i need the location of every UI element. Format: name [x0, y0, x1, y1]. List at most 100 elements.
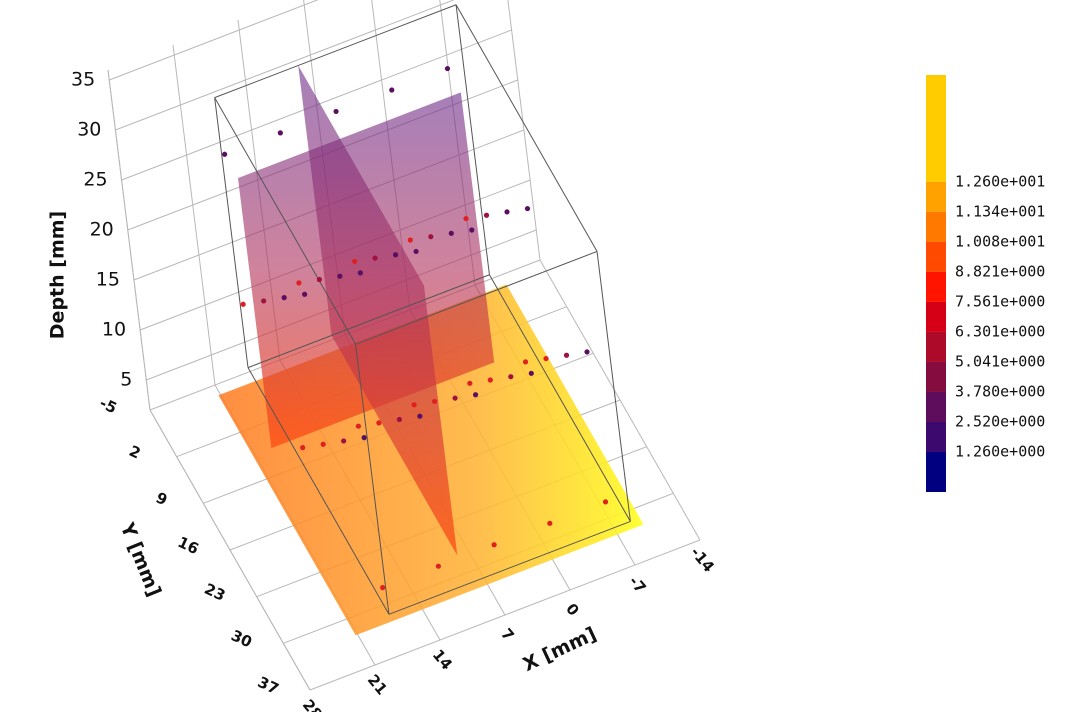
measurement-point: [376, 420, 382, 426]
grid-line: [507, 0, 541, 261]
measurement-point: [508, 374, 514, 380]
z-tick-label: 15: [96, 269, 120, 291]
bounding-box-edge: [214, 97, 249, 368]
color-band: [926, 301, 946, 332]
z-tick-label: 30: [77, 119, 101, 141]
z-tick-label: 35: [71, 69, 95, 91]
measurement-point: [524, 205, 531, 212]
measurement-point: [355, 423, 361, 429]
measurement-point: [380, 585, 386, 591]
color-band: [926, 211, 946, 242]
measurement-point: [351, 258, 358, 265]
measurement-point: [392, 252, 399, 258]
z-tick-label: 20: [90, 219, 114, 241]
colorbar-label: 3.780e+000: [955, 382, 1045, 400]
colorbar-label: 6.301e+000: [955, 322, 1045, 340]
y-tick-label: 16: [175, 533, 202, 558]
measurement-point: [444, 65, 451, 72]
colorbar-label: 7.561e+000: [955, 292, 1045, 310]
y-tick-label: 2: [126, 442, 143, 463]
y-axis-title: Y [mm]: [115, 519, 165, 600]
measurement-point: [300, 445, 306, 451]
y-tick-label: -5: [97, 394, 120, 417]
bounding-box-edge: [214, 97, 357, 345]
color-band: [926, 421, 946, 452]
colorbar-label: 8.821e+000: [955, 262, 1045, 280]
color-band: [926, 361, 946, 392]
colorbar-label: 5.041e+000: [955, 352, 1045, 370]
colorbar-label: 1.260e+000: [955, 442, 1045, 460]
z-tick-label: 10: [102, 319, 126, 341]
y-tick-label: 37: [255, 673, 282, 698]
volume-overlay: [214, 4, 644, 636]
measurement-point: [428, 234, 434, 240]
measurement-point: [411, 402, 417, 408]
measurement-point: [413, 248, 419, 255]
measurement-point: [504, 209, 510, 215]
measurement-point: [407, 237, 413, 243]
x-tick-label: 0: [562, 600, 582, 620]
bounding-box-edge: [355, 250, 598, 345]
bounding-box-edge: [455, 4, 490, 275]
colorbar-label: 1.134e+001: [955, 202, 1045, 220]
measurement-point: [463, 215, 469, 222]
bounding-box-edge: [247, 274, 490, 369]
measurement-point: [320, 441, 326, 447]
measurement-point: [296, 280, 302, 286]
measurement-point: [467, 380, 473, 386]
measurement-point: [277, 130, 283, 136]
grid-line: [107, 69, 151, 411]
measurement-point: [491, 542, 497, 548]
colorbar: 1.260e+000 2.520e+000 3.780e+000 5.041e+000…: [926, 75, 1045, 492]
measurement-point: [240, 301, 246, 307]
measurement-point: [316, 276, 322, 283]
measurement-point: [522, 359, 529, 365]
measurement-point: [361, 435, 367, 441]
x-tick-label: -14: [687, 544, 718, 576]
grid-line: [115, 0, 455, 131]
measurement-point: [584, 349, 590, 355]
bounding-box-edge: [214, 4, 457, 99]
measurement-point: [417, 413, 423, 419]
measurement-point: [222, 151, 228, 157]
x-axis-title: X [mm]: [520, 623, 600, 676]
measurement-point: [469, 227, 475, 233]
x-tick-label: -7: [625, 573, 650, 597]
measurement-point: [341, 438, 347, 444]
color-band: [926, 241, 946, 272]
measurement-point: [281, 295, 287, 301]
section-plane: [298, 65, 458, 556]
bounding-box-edge: [489, 274, 631, 522]
measurement-point: [448, 230, 454, 236]
measurement-point: [472, 392, 479, 398]
measurement-point: [431, 398, 438, 405]
bounding-box-edge: [596, 251, 631, 522]
grid-line: [149, 409, 311, 691]
colorbar-label: 1.008e+001: [955, 232, 1045, 250]
y-tick-label: 9: [153, 489, 170, 510]
measurement-point: [547, 520, 553, 526]
x-tick-label: 14: [429, 646, 456, 674]
z-tick-label: 25: [83, 169, 107, 191]
bounding-box-edge: [388, 520, 631, 615]
measurement-point: [435, 563, 441, 569]
measurement-point: [357, 270, 363, 276]
y-tick-label: 23: [202, 580, 229, 605]
measurement-point: [372, 255, 378, 261]
measurement-point: [261, 298, 267, 304]
colorbar-label: 2.520e+000: [955, 412, 1045, 430]
colorbar-label: 1.260e+001: [955, 172, 1045, 190]
measurement-point: [528, 370, 534, 376]
x-tick-label: 7: [497, 625, 517, 645]
measurement-point: [563, 352, 570, 358]
x-tick-label: 28: [299, 696, 326, 712]
measurement-point: [389, 87, 395, 93]
measurement-point: [487, 377, 493, 383]
y-tick-label: 30: [228, 626, 255, 651]
color-band: [926, 181, 946, 212]
z-axis-title: Depth [mm]: [47, 211, 69, 339]
bounding-box-edge: [247, 367, 390, 615]
bounding-box-edge: [355, 344, 390, 615]
measurement-point: [333, 108, 339, 115]
